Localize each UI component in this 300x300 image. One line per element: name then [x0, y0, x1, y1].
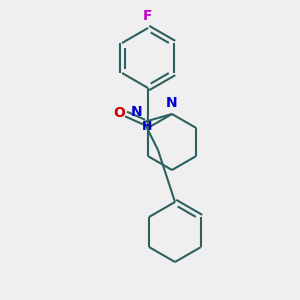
Text: N: N — [130, 105, 142, 119]
Text: O: O — [113, 106, 125, 120]
Text: H: H — [142, 120, 152, 133]
Text: F: F — [143, 9, 153, 23]
Text: N: N — [166, 96, 178, 110]
